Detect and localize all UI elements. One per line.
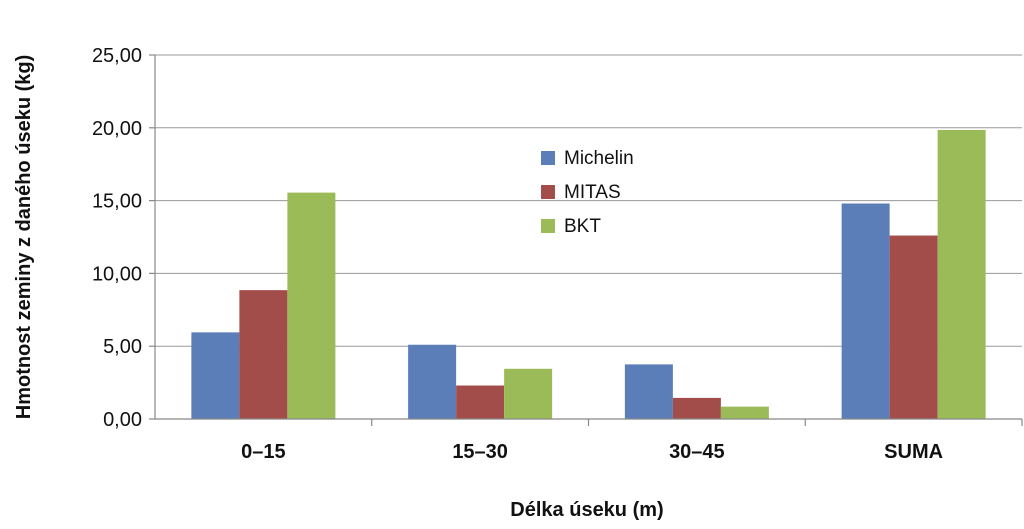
bar-bkt [287, 192, 336, 419]
legend-swatch-michelin [541, 151, 555, 165]
legend-swatch-mitas [541, 185, 555, 199]
bar-mitas [456, 385, 505, 419]
bar-mitas [239, 290, 288, 419]
x-category-label: 15–30 [452, 441, 508, 463]
legend-label-michelin: Michelin [564, 148, 634, 169]
bar-michelin [841, 203, 890, 419]
x-category-label: 0–15 [241, 441, 286, 463]
bar-michelin [191, 332, 240, 419]
bars [191, 129, 986, 419]
y-tick-label: 15,00 [92, 191, 142, 213]
bar-bkt [720, 406, 769, 419]
legend-swatch-bkt [541, 219, 555, 233]
x-category-label: 30–45 [669, 441, 725, 463]
y-tick-label: 5,00 [103, 336, 142, 358]
y-tick-labels: 0,00 5,00 10,00 15,00 20,00 25,00 [92, 45, 142, 431]
y-tick-label: 10,00 [92, 263, 142, 285]
legend: Michelin MITAS BKT [541, 148, 634, 237]
y-tick-label: 25,00 [92, 45, 142, 67]
x-category-labels: 0–15 15–30 30–45 SUMA [241, 419, 1023, 463]
x-axis-title: Délka úseku (m) [510, 499, 663, 521]
y-tick-label: 0,00 [103, 409, 142, 431]
y-tick-label: 20,00 [92, 118, 142, 140]
legend-label-bkt: BKT [564, 216, 601, 237]
bar-bkt [504, 368, 553, 419]
bar-mitas [889, 235, 938, 419]
x-category-label: SUMA [884, 441, 943, 463]
bar-michelin [408, 344, 457, 419]
bar-bkt [937, 129, 986, 419]
bar-michelin [624, 364, 673, 419]
bar-mitas [672, 397, 721, 419]
legend-label-mitas: MITAS [564, 182, 621, 203]
y-axis-title: Hmotnost zeminy z daného úseku (kg) [13, 55, 35, 419]
